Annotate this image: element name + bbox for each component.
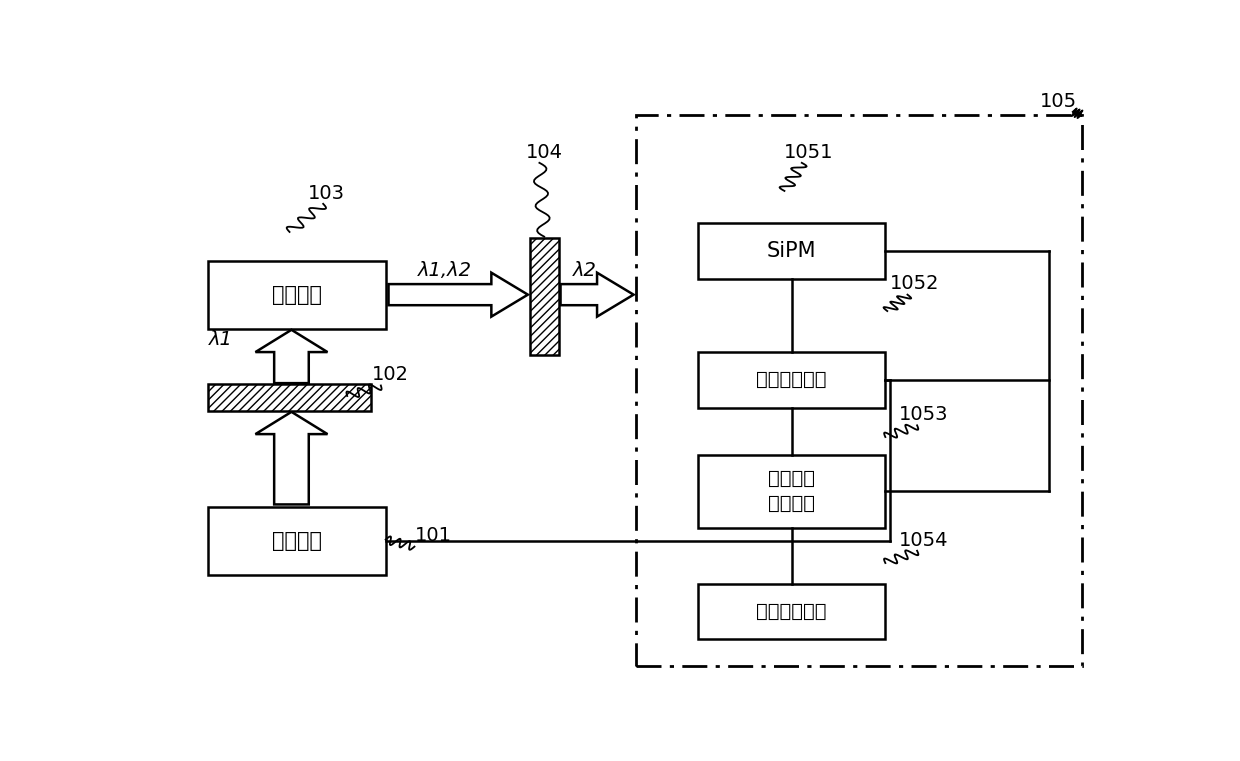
Text: 信号处理单元: 信号处理单元	[756, 602, 827, 621]
Text: λ2: λ2	[573, 261, 596, 280]
Bar	[208, 261, 386, 329]
Polygon shape	[560, 272, 634, 317]
Text: SiPM: SiPM	[766, 241, 816, 261]
Text: 被测样品: 被测样品	[272, 285, 321, 305]
Text: λ1: λ1	[208, 330, 232, 349]
Text: 1054: 1054	[899, 530, 949, 549]
Text: 1051: 1051	[784, 142, 833, 161]
Text: 脉冲驱动电路: 脉冲驱动电路	[756, 371, 827, 390]
Text: 1052: 1052	[889, 275, 939, 294]
Text: 104: 104	[526, 142, 563, 161]
Bar	[529, 237, 558, 355]
Bar	[208, 384, 371, 411]
Text: 发光器件: 发光器件	[272, 531, 321, 551]
Text: 105: 105	[1040, 91, 1076, 110]
Bar	[698, 584, 885, 639]
Text: 101: 101	[415, 527, 453, 546]
Polygon shape	[388, 272, 528, 317]
Polygon shape	[255, 330, 327, 383]
Bar	[698, 454, 885, 528]
Bar	[698, 352, 885, 408]
Polygon shape	[255, 412, 327, 505]
Text: λ1,λ2: λ1,λ2	[418, 261, 472, 280]
Bar	[635, 115, 1083, 666]
Bar	[698, 223, 885, 279]
Text: 1053: 1053	[899, 405, 949, 424]
Text: 信号协同
读出电路: 信号协同 读出电路	[768, 470, 815, 513]
Bar	[208, 508, 386, 575]
Text: 103: 103	[308, 183, 345, 202]
Text: 102: 102	[372, 365, 409, 384]
